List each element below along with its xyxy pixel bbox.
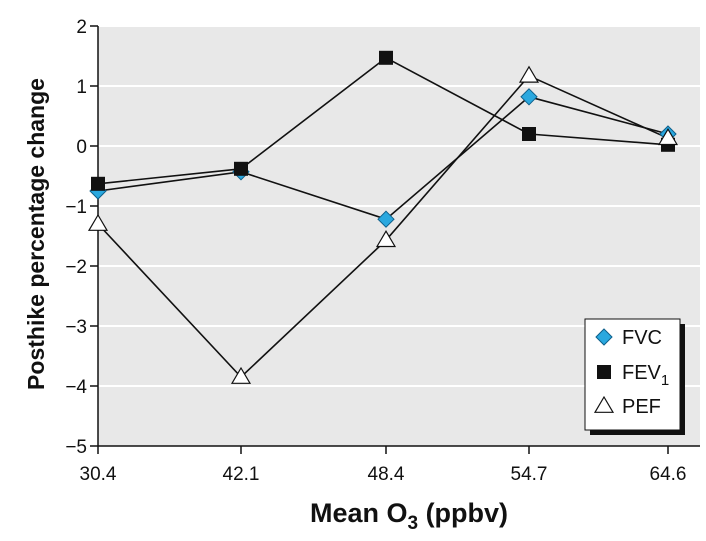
y-tick-label: 2 (76, 17, 87, 38)
y-tick-label: 0 (76, 137, 87, 158)
legend-fvc-label: FVC (622, 327, 662, 349)
x-tick-labels: 30.4 42.1 48.4 54.7 64.6 (80, 446, 687, 485)
fev-point (91, 176, 105, 191)
fvc-point (377, 210, 395, 228)
y-tick-label: −1 (65, 197, 87, 218)
x-tick-label: 30.4 (80, 464, 117, 485)
pef-point (87, 213, 109, 231)
y-tick-label: −3 (65, 317, 87, 338)
x-tick-label: 54.7 (511, 464, 548, 485)
legend-pef-marker (593, 395, 615, 413)
x-tick-label: 48.4 (368, 464, 405, 485)
x-tick-label: 64.6 (650, 464, 687, 485)
y-axis-title: Posthike percentage change (23, 78, 49, 390)
y-tick-label: −4 (65, 377, 87, 398)
fev-point (522, 127, 536, 141)
x-tick-label: 42.1 (223, 464, 260, 485)
series-markers (87, 50, 679, 384)
legend-fev-marker (597, 365, 611, 379)
y-tick-labels: 2 1 0 −1 −2 −3 −4 −5 (65, 17, 98, 458)
legend-fvc-marker (595, 328, 613, 346)
x-axis-title-unit: (ppbv) (418, 498, 508, 528)
y-tick-label: 1 (76, 77, 87, 98)
fvc-point (520, 88, 538, 106)
legend-fev-label: FEV1 (622, 362, 669, 389)
pef-point (230, 366, 252, 384)
fev-point (234, 161, 248, 176)
pef-point (375, 230, 397, 248)
x-axis-title-sub: 3 (407, 513, 418, 534)
y-tick-label: −2 (65, 257, 87, 278)
legend-pef-label: PEF (622, 396, 661, 418)
x-axis-title: Mean O3 (ppbv) (310, 498, 508, 534)
pef-point (657, 128, 679, 146)
legend: FVC FEV1 PEF (584, 318, 685, 435)
axes (97, 26, 700, 447)
gridlines (98, 25, 700, 387)
fev-point (379, 50, 393, 65)
y-tick-label: −5 (65, 437, 87, 458)
pef-point (518, 65, 540, 83)
x-axis-title-main: Mean O (310, 498, 408, 528)
